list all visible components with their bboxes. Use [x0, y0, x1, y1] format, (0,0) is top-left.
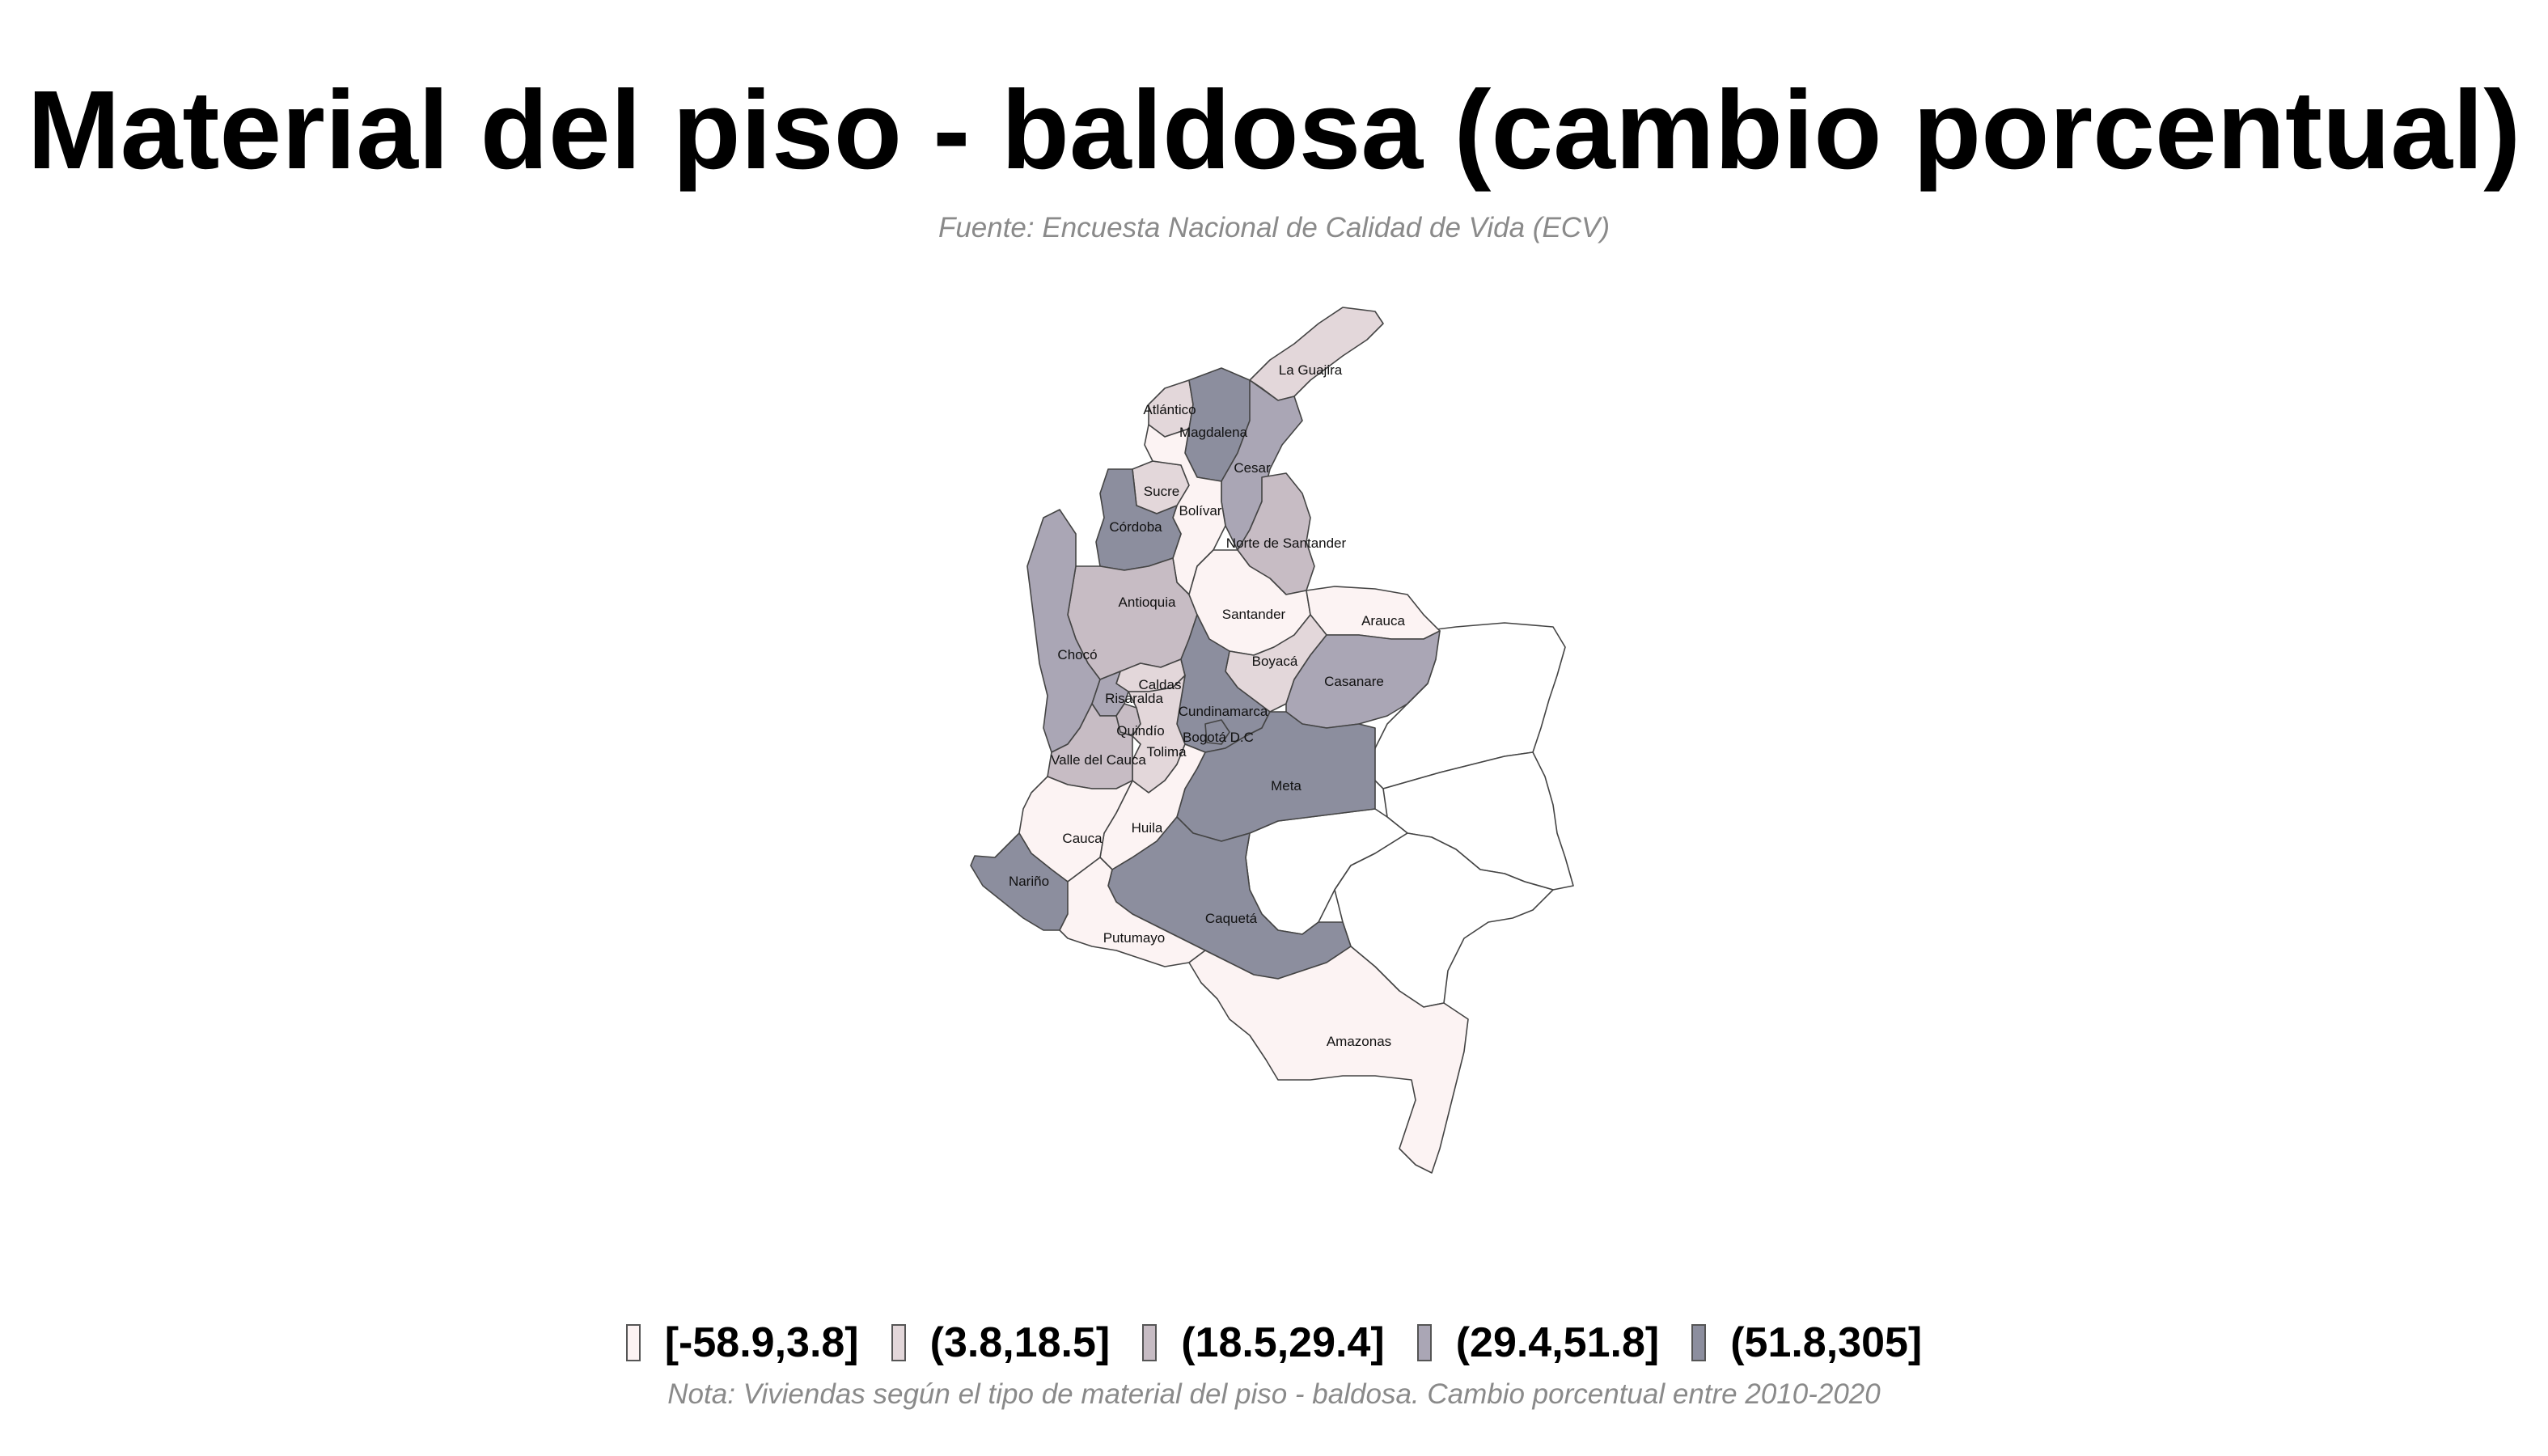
map-legend: [-58.9,3.8] (3.8,18.5] (18.5,29.4] (29.4…: [0, 1317, 2548, 1369]
label-antioquia: Antioquia: [1119, 595, 1176, 610]
label-huila: Huila: [1132, 820, 1163, 836]
label-magdalena: Magdalena: [1179, 425, 1248, 440]
dept-bogota-dc: [1204, 719, 1230, 745]
legend-swatch: [1142, 1324, 1158, 1361]
label-boyaca: Boyacá: [1252, 654, 1298, 669]
label-bolivar: Bolívar: [1179, 503, 1222, 518]
legend-item: (3.8,18.5]: [891, 1318, 1111, 1367]
legend-swatch: [625, 1324, 641, 1361]
label-tolima: Tolima: [1146, 744, 1187, 760]
legend-label: (51.8,305]: [1730, 1319, 1923, 1366]
label-choco: Chocó: [1057, 647, 1097, 662]
label-valle-del-cauca: Valle del Cauca: [1051, 752, 1146, 768]
label-la-guajira: La Guajira: [1279, 362, 1343, 378]
label-caldas: Caldas: [1139, 677, 1182, 692]
label-bogota-dc: Bogotá D.C: [1183, 730, 1254, 745]
label-risaralda: Risaralda: [1105, 691, 1163, 706]
label-meta: Meta: [1271, 778, 1302, 794]
label-arauca: Arauca: [1361, 613, 1405, 629]
legend-swatch: [891, 1324, 906, 1361]
legend-item: (18.5,29.4]: [1142, 1318, 1385, 1367]
label-narino: Nariño: [1009, 874, 1049, 889]
label-putumayo: Putumayo: [1103, 930, 1166, 946]
dept-amazonas: [1188, 946, 1469, 1174]
legend-item: [-58.9,3.8]: [625, 1318, 859, 1367]
label-casanare: Casanare: [1324, 674, 1384, 689]
label-cordoba: Córdoba: [1109, 519, 1162, 535]
legend-item: (51.8,305]: [1691, 1318, 1922, 1367]
label-amazonas: Amazonas: [1327, 1034, 1391, 1049]
label-norte-de-santander: Norte de Santander: [1226, 535, 1347, 551]
legend-label: (18.5,29.4]: [1181, 1319, 1385, 1366]
dept-la-guajira: [1249, 307, 1384, 401]
label-caqueta: Caquetá: [1205, 911, 1258, 926]
legend-item: (29.4,51.8]: [1416, 1318, 1660, 1367]
legend-swatch: [1416, 1324, 1432, 1361]
legend-swatch: [1691, 1324, 1707, 1361]
legend-label: [-58.9,3.8]: [664, 1319, 859, 1366]
label-cauca: Cauca: [1062, 831, 1103, 846]
label-cesar: Cesar: [1234, 460, 1271, 476]
label-cundinamarca: Cundinamarca: [1179, 704, 1268, 719]
label-santander: Santander: [1222, 607, 1286, 622]
legend-label: (29.4,51.8]: [1455, 1319, 1660, 1366]
dept-casanare: [1285, 630, 1441, 729]
label-atlantico: Atlántico: [1143, 402, 1196, 417]
map-title: Material del piso - baldosa (cambio porc…: [27, 68, 2521, 193]
legend-label: (3.8,18.5]: [929, 1319, 1111, 1366]
map-subtitle: Fuente: Encuesta Nacional de Calidad de …: [938, 212, 1610, 243]
label-quindio: Quindío: [1116, 723, 1165, 739]
map-note: Nota: Viviendas según el tipo de materia…: [667, 1378, 1881, 1410]
label-sucre: Sucre: [1144, 484, 1179, 499]
